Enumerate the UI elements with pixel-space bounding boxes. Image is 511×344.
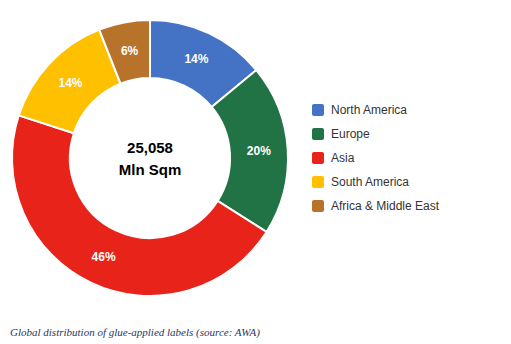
chart-container: 14% 20% 46% 14% 6% 25,058 Mln Sqm North America… — [0, 0, 511, 344]
data-label: 14% — [59, 76, 83, 90]
legend-swatch — [312, 176, 324, 188]
chart-svg: 14% 20% 46% 14% 6% 25,058 Mln Sqm North America… — [0, 0, 511, 344]
data-label: 46% — [92, 250, 116, 264]
legend-swatch — [312, 152, 324, 164]
data-label: 14% — [184, 52, 208, 66]
legend-swatch — [312, 104, 324, 116]
donut-slice — [99, 20, 150, 84]
center-text: 25,058 — [127, 139, 173, 156]
slice-labels: 14% 20% 46% 14% 6% — [59, 44, 272, 264]
legend-label: Europe — [331, 127, 370, 141]
donut-slice — [12, 115, 267, 296]
center-text: Mln Sqm — [119, 161, 182, 178]
legend-swatch — [312, 128, 324, 140]
data-label: 20% — [247, 144, 271, 158]
legend-label: South America — [331, 175, 409, 189]
legend-label: Asia — [331, 151, 355, 165]
legend-swatch — [312, 200, 324, 212]
legend-label: Africa & Middle East — [331, 199, 440, 213]
legend: North America Europe Asia South America Afri… — [312, 103, 440, 213]
legend-label: North America — [331, 103, 407, 117]
caption: Global distribution of glue-applied labe… — [10, 326, 260, 339]
slices — [12, 20, 288, 296]
data-label: 6% — [121, 44, 139, 58]
